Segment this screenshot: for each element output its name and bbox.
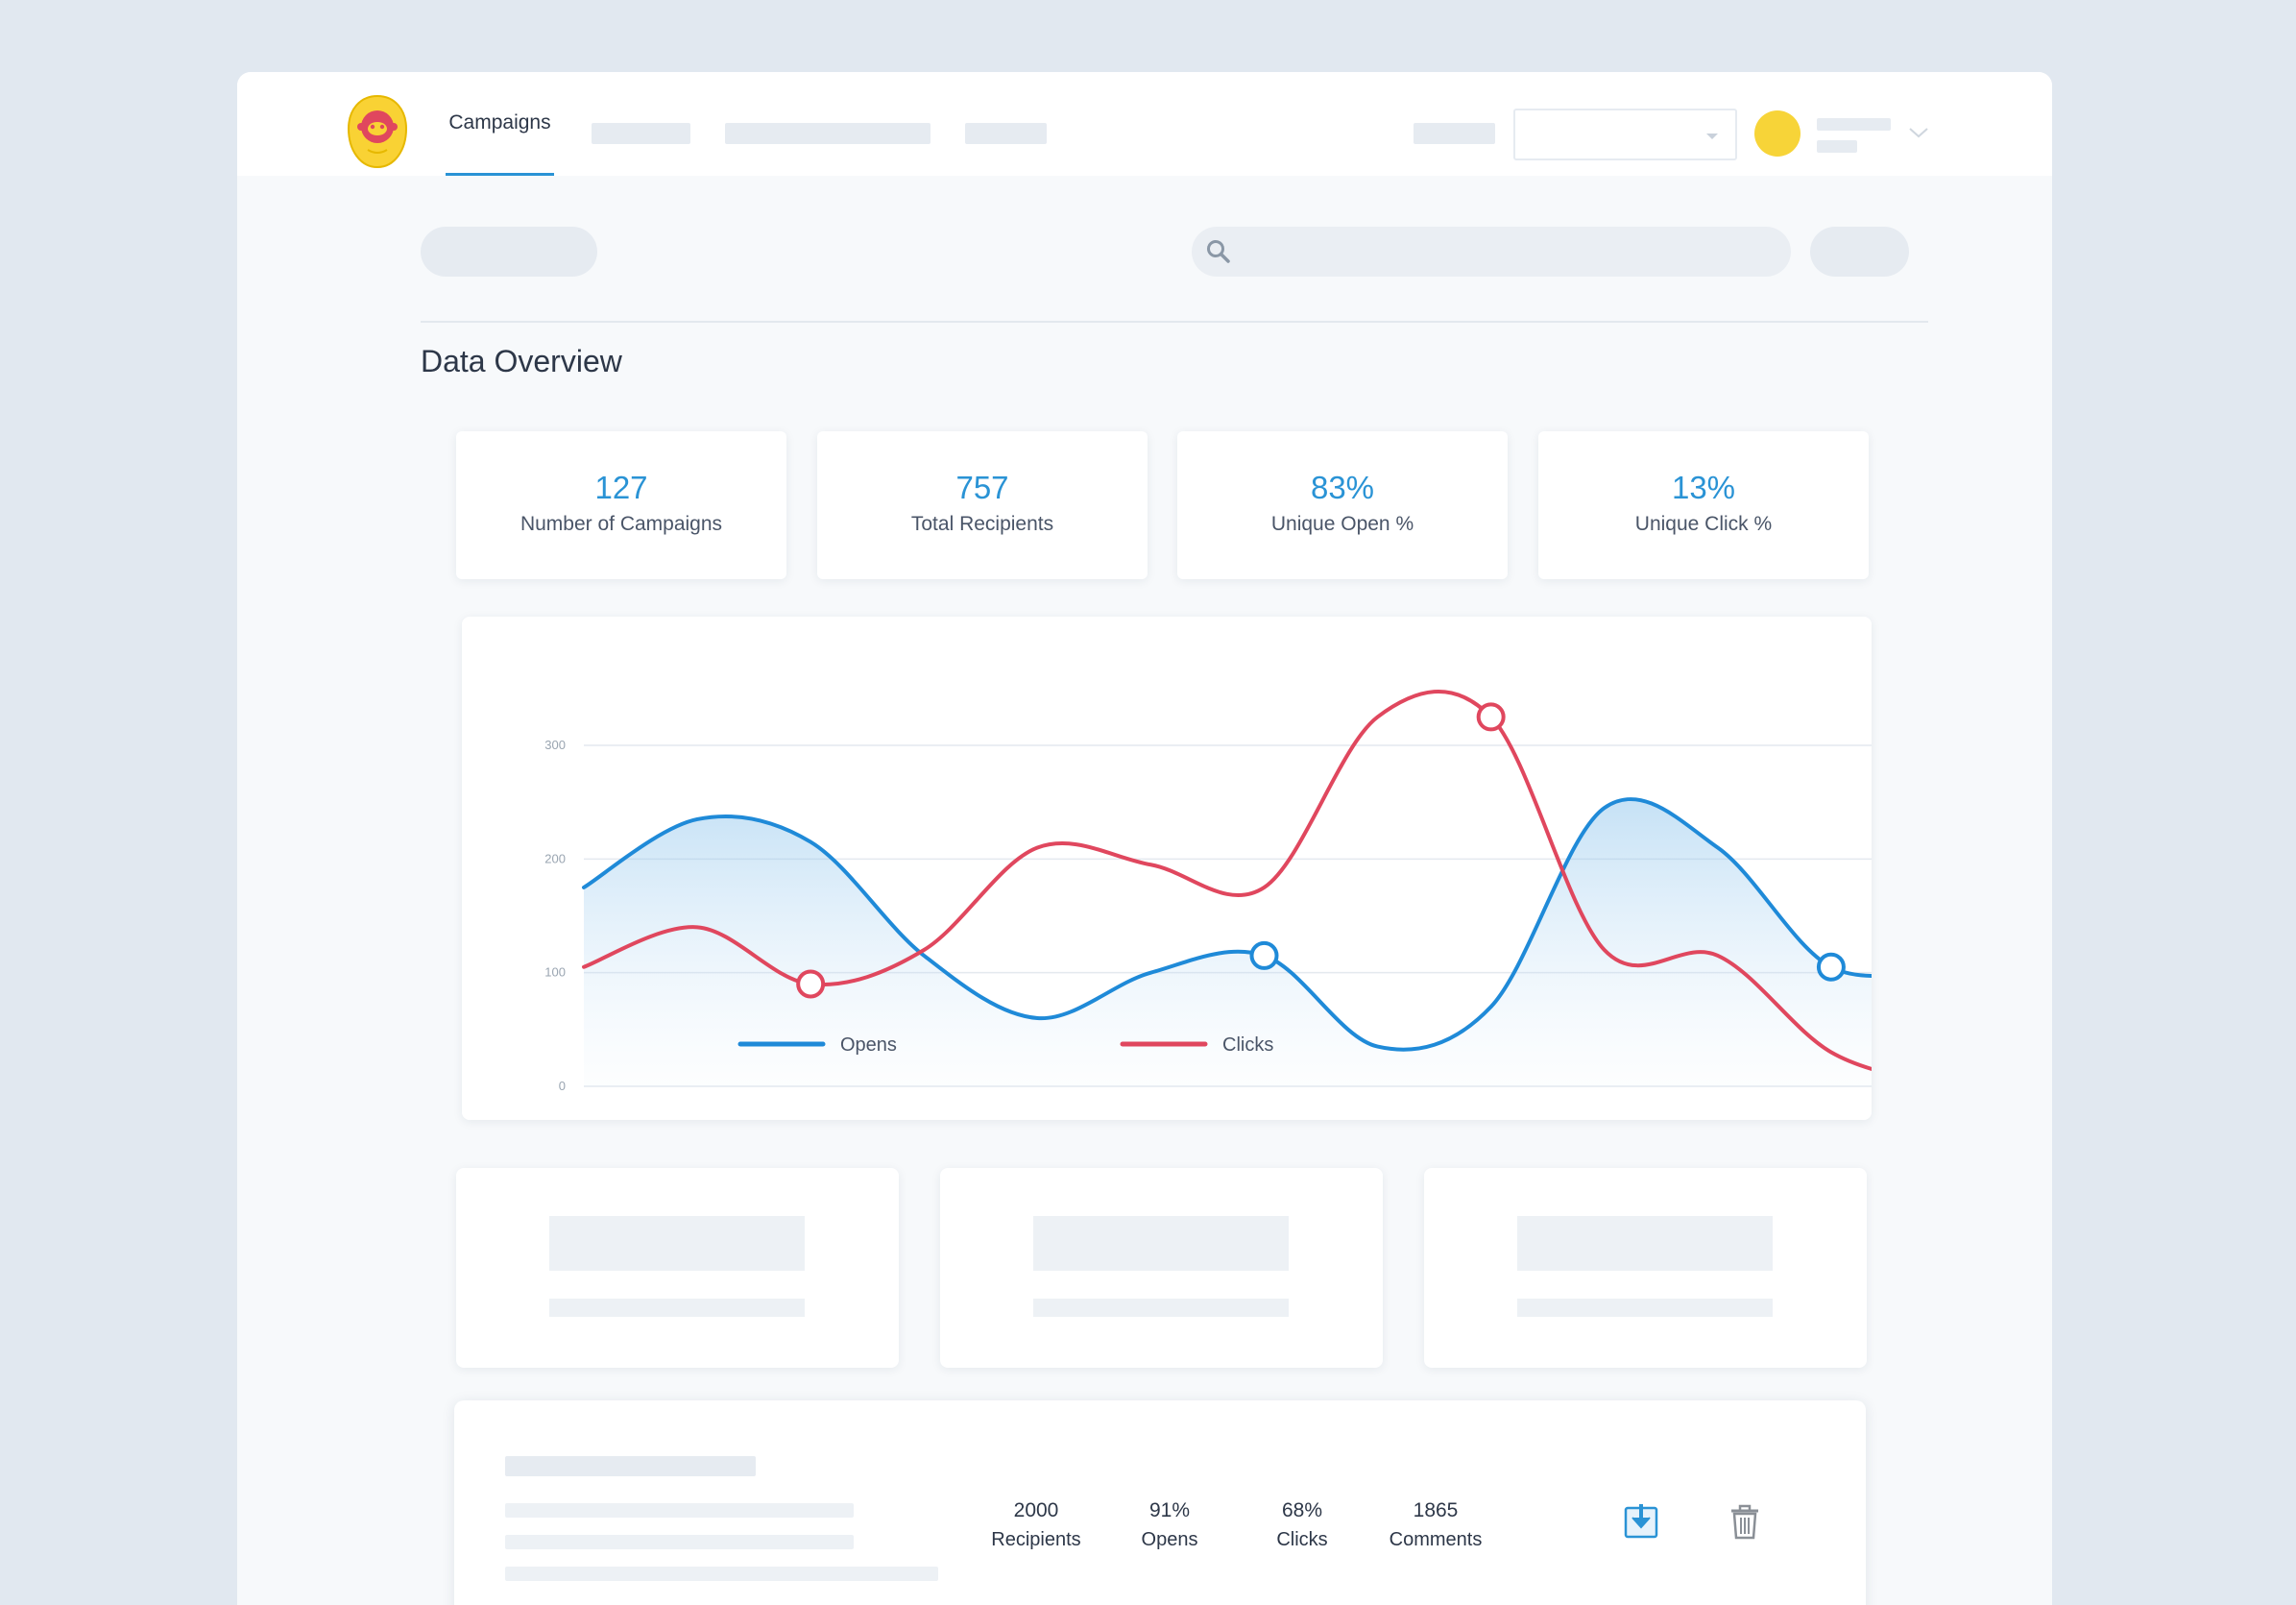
page-title: Data Overview [421,344,622,378]
nav-placeholder-3[interactable] [965,123,1047,144]
card-placeholder-block [549,1216,805,1271]
campaign-line-placeholder [505,1535,854,1549]
stat-card-recipients: 757 Total Recipients [817,431,1148,579]
y-tick-label: 200 [544,851,566,865]
metric-comments: 1865 Comments [1373,1496,1498,1554]
user-role-placeholder [1817,140,1857,153]
metric-label: Recipients [991,1529,1081,1550]
metric-recipients: 2000 Recipients [974,1496,1099,1554]
stat-value: 83% [1310,470,1375,505]
metric-label: Comments [1389,1529,1483,1550]
y-tick-label: 100 [544,965,566,980]
top-navigation-bar: Campaigns [237,72,2052,176]
campaign-row-card[interactable]: 2000 Recipients 91% Opens 68% Clicks 186… [454,1400,1866,1605]
stat-card-open-rate: 83% Unique Open % [1177,431,1508,579]
tab-campaigns[interactable]: Campaigns [446,72,554,176]
series-area-opens [584,798,1872,1086]
metric-value: 68% [1281,1499,1323,1521]
filter-button[interactable] [421,227,597,277]
stat-value: 127 [594,470,648,505]
search-input[interactable] [1192,227,1791,277]
user-avatar[interactable] [1754,110,1801,157]
legend-label-clicks: Clicks [1222,1034,1273,1056]
card-placeholder-line [1517,1299,1773,1317]
data-point-marker[interactable] [1816,952,1846,982]
caret-down-icon [1706,134,1718,139]
metric-value: 91% [1148,1499,1191,1521]
series-line-opens [582,796,1872,1052]
card-placeholder-block [1517,1216,1773,1271]
app-window: Campaigns Data Overview 127 Number of Ca… [237,72,2052,1605]
section-divider [421,321,1928,323]
card-placeholder-block [1033,1216,1289,1271]
stat-label: Unique Click % [1634,513,1773,535]
metric-label: Opens [1141,1529,1198,1550]
download-icon[interactable] [1622,1502,1660,1541]
campaign-line-placeholder [505,1503,854,1518]
card-placeholder-line [1033,1299,1289,1317]
metric-opens: 91% Opens [1107,1496,1232,1554]
stat-card-campaigns: 127 Number of Campaigns [456,431,786,579]
metric-value: 1865 [1413,1499,1459,1521]
stat-label: Unique Open % [1270,513,1414,535]
header-placeholder[interactable] [1414,123,1495,144]
chevron-down-icon[interactable] [1908,126,1929,139]
user-name-placeholder [1817,118,1891,131]
stat-label: Total Recipients [910,513,1054,535]
search-button[interactable] [1810,227,1909,277]
trash-icon[interactable] [1726,1502,1764,1541]
campaign-line-placeholder [505,1567,938,1581]
card-placeholder-line [549,1299,805,1317]
app-logo[interactable] [347,94,408,171]
stat-value: 13% [1671,470,1736,505]
summary-card-2[interactable] [940,1168,1383,1368]
stat-card-click-rate: 13% Unique Click % [1538,431,1869,579]
metric-value: 2000 [1013,1499,1059,1521]
chart-card: 300 200 100 0 Opens Clicks [462,617,1872,1120]
search-icon [1207,240,1230,263]
nav-placeholder-1[interactable] [592,123,690,144]
legend-label-opens: Opens [840,1034,897,1056]
metric-label: Clicks [1276,1529,1328,1550]
data-point-marker[interactable] [796,969,826,999]
data-point-marker[interactable] [1249,940,1279,970]
y-tick-label: 300 [544,738,566,752]
summary-card-1[interactable] [456,1168,899,1368]
account-dropdown[interactable] [1513,109,1737,160]
stat-value: 757 [955,470,1009,505]
opens-clicks-chart: 300 200 100 0 Opens Clicks [544,690,1872,1093]
nav-placeholder-2[interactable] [725,123,930,144]
summary-card-3[interactable] [1424,1168,1867,1368]
data-point-marker[interactable] [1476,702,1506,732]
y-tick-label: 0 [559,1079,566,1093]
stat-label: Number of Campaigns [520,513,723,535]
metric-clicks: 68% Clicks [1240,1496,1365,1554]
campaign-title-placeholder [505,1456,756,1476]
